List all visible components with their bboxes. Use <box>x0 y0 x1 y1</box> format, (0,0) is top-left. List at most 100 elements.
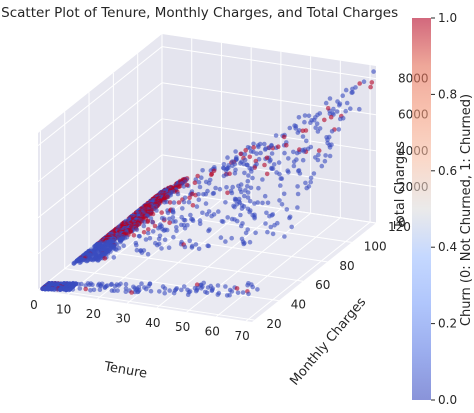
point-not-churned <box>174 225 179 230</box>
point-not-churned <box>322 158 328 164</box>
point-not-churned <box>156 241 162 247</box>
point-not-churned <box>209 288 215 294</box>
point-not-churned <box>236 199 242 205</box>
point-not-churned <box>79 281 84 287</box>
point-not-churned <box>242 193 247 199</box>
point-not-churned <box>139 281 144 287</box>
point-churned <box>131 233 137 238</box>
point-not-churned <box>203 191 209 197</box>
point-not-churned <box>224 185 229 190</box>
point-not-churned <box>344 100 350 106</box>
point-not-churned <box>135 289 140 295</box>
point-not-churned <box>238 182 244 187</box>
point-not-churned <box>303 180 308 186</box>
point-not-churned <box>248 185 254 191</box>
point-not-churned <box>302 113 308 118</box>
point-not-churned <box>211 190 217 196</box>
point-not-churned <box>193 288 199 294</box>
point-not-churned <box>134 227 140 232</box>
point-not-churned <box>66 287 72 293</box>
point-not-churned <box>145 251 151 257</box>
point-not-churned <box>180 206 185 211</box>
point-not-churned <box>295 184 300 189</box>
point-not-churned <box>221 173 227 179</box>
point-not-churned <box>229 235 234 241</box>
point-not-churned <box>284 207 290 212</box>
point-churned <box>369 80 375 85</box>
point-not-churned <box>217 186 223 192</box>
point-not-churned <box>268 224 274 230</box>
point-not-churned <box>242 152 248 157</box>
point-not-churned <box>204 290 210 296</box>
point-not-churned <box>215 292 221 297</box>
point-not-churned <box>124 234 130 240</box>
point-not-churned <box>314 121 320 126</box>
point-not-churned <box>306 113 312 119</box>
point-churned <box>328 114 334 120</box>
point-churned <box>357 81 363 86</box>
point-not-churned <box>157 289 162 294</box>
point-not-churned <box>181 199 187 205</box>
x-tick-label: 50 <box>175 320 190 334</box>
point-not-churned <box>315 157 321 163</box>
point-not-churned <box>150 219 155 225</box>
point-not-churned <box>246 291 251 297</box>
grid-line <box>216 217 341 318</box>
point-not-churned <box>139 250 145 255</box>
point-not-churned <box>145 230 151 236</box>
point-not-churned <box>247 198 253 204</box>
point-not-churned <box>254 151 259 156</box>
point-not-churned <box>171 200 177 205</box>
point-not-churned <box>282 150 287 156</box>
colorbar-tick-label: 0.6 <box>438 164 457 178</box>
point-not-churned <box>295 191 301 197</box>
point-not-churned <box>291 149 296 155</box>
point-not-churned <box>186 199 192 205</box>
point-not-churned <box>196 192 201 197</box>
point-not-churned <box>232 204 237 210</box>
point-not-churned <box>242 170 247 176</box>
point-not-churned <box>293 126 299 131</box>
point-not-churned <box>225 215 230 220</box>
point-not-churned <box>269 143 274 149</box>
point-not-churned <box>245 178 251 184</box>
point-not-churned <box>167 288 172 293</box>
point-not-churned <box>197 221 203 227</box>
point-not-churned <box>282 234 287 239</box>
point-not-churned <box>156 236 162 242</box>
point-churned <box>225 190 230 196</box>
point-not-churned <box>171 290 177 296</box>
point-not-churned <box>316 152 321 158</box>
point-not-churned <box>91 287 97 293</box>
point-not-churned <box>277 171 282 177</box>
point-not-churned <box>265 229 270 235</box>
point-not-churned <box>297 171 303 176</box>
colorbar: 0.0 0.2 0.4 0.6 0.8 1.0 Churn (0: Not Churned… <box>412 11 474 407</box>
grid-line <box>37 118 163 219</box>
point-not-churned <box>272 222 277 228</box>
point-churned <box>83 286 88 292</box>
point-churned <box>238 151 244 157</box>
point-not-churned <box>295 130 301 135</box>
point-churned <box>187 195 192 201</box>
point-churned <box>150 211 156 217</box>
point-not-churned <box>253 230 258 236</box>
point-not-churned <box>302 119 307 125</box>
point-not-churned <box>258 150 263 156</box>
point-not-churned <box>197 184 203 190</box>
point-not-churned <box>227 292 232 298</box>
point-not-churned <box>229 289 235 294</box>
point-churned <box>303 128 309 133</box>
grid-line <box>156 208 282 309</box>
point-not-churned <box>90 282 95 288</box>
point-not-churned <box>206 228 211 234</box>
point-not-churned <box>277 198 282 203</box>
point-not-churned <box>182 225 188 231</box>
point-not-churned <box>84 258 90 264</box>
point-not-churned <box>371 69 376 74</box>
point-not-churned <box>143 237 149 242</box>
point-not-churned <box>308 144 314 150</box>
grid-line <box>40 287 255 321</box>
point-churned <box>276 144 281 149</box>
grid-line <box>37 154 163 255</box>
